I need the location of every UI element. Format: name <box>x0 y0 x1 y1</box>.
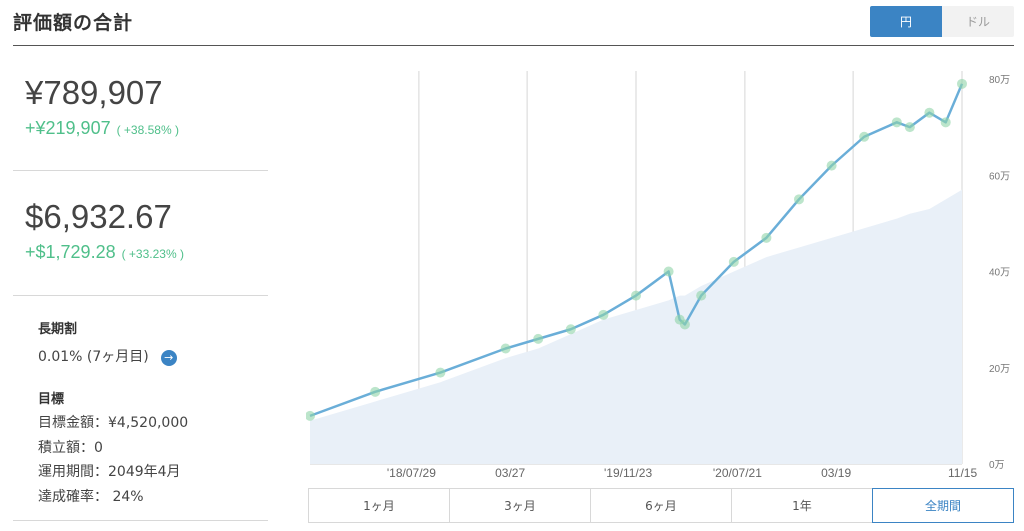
y-tick-label: 80万 <box>989 75 1010 86</box>
x-tick-label: 03/27 <box>495 466 525 480</box>
divider <box>13 520 268 521</box>
usd-total: $6,932.67 <box>25 198 172 235</box>
range-6-months[interactable]: 6ヶ月 <box>591 489 732 522</box>
data-point <box>565 324 576 335</box>
yen-gain-pct: ( +38.58% ) <box>116 123 179 137</box>
usd-gain-pct: ( +33.23% ) <box>121 247 184 261</box>
range-1-year[interactable]: 1年 <box>732 489 873 522</box>
header-divider <box>13 45 1014 46</box>
data-point <box>631 290 641 301</box>
range-1-month[interactable]: 1ヶ月 <box>309 489 450 522</box>
data-point <box>435 367 446 378</box>
data-point <box>957 78 967 89</box>
data-point <box>306 410 315 421</box>
data-point <box>663 266 674 277</box>
x-tick-label: '19/11/23 <box>604 466 652 480</box>
data-point <box>826 160 837 171</box>
data-point <box>794 194 804 205</box>
divider <box>13 170 268 171</box>
data-point <box>696 290 707 301</box>
data-point <box>859 131 870 142</box>
usd-gain: +$1,729.28 ( +33.23% ) <box>25 242 184 263</box>
data-point <box>904 122 915 133</box>
data-point <box>891 117 902 128</box>
currency-dollar-button[interactable]: ドル <box>942 6 1014 37</box>
x-tick-label: 11/15 <box>948 466 977 480</box>
usd-gain-value: +$1,729.28 <box>25 242 116 262</box>
data-point <box>370 386 381 397</box>
invested-area <box>310 189 962 464</box>
data-point <box>761 232 772 243</box>
range-tabs: 1ヶ月 3ヶ月 6ヶ月 1年 全期間 <box>308 488 1014 523</box>
long-term-rate: 0.01% (7ヶ月目) → <box>38 346 177 366</box>
page-title: 評価額の合計 <box>13 12 134 34</box>
y-tick-label: 60万 <box>989 171 1010 182</box>
arrow-right-icon[interactable]: → <box>160 350 177 366</box>
goal-amount: 目標金額：¥4,520,000 <box>38 415 189 431</box>
data-point <box>533 333 544 344</box>
y-tick-label: 40万 <box>989 268 1010 279</box>
data-point <box>598 309 609 320</box>
long-term-heading: 長期割 <box>38 322 78 337</box>
currency-yen-button[interactable]: 円 <box>870 6 942 37</box>
goal-heading: 目標 <box>38 392 65 407</box>
yen-gain-value: +¥219,907 <box>25 118 111 138</box>
divider <box>13 295 268 296</box>
currency-toggle[interactable]: 円 ドル <box>870 6 1014 37</box>
goal-probability: 達成確率： 24% <box>38 489 144 505</box>
data-point <box>940 117 951 128</box>
range-all-time[interactable]: 全期間 <box>872 488 1014 523</box>
valuation-chart: '18/07/29 03/27 '19/11/23 '20/07/21 03/19 11/… <box>306 71 1010 480</box>
x-tick-label: '20/07/21 <box>713 466 762 480</box>
yen-gain: +¥219,907 ( +38.58% ) <box>25 118 179 139</box>
yen-total: ¥789,907 <box>25 74 163 111</box>
goal-saving: 積立額：0 <box>38 440 103 456</box>
y-tick-label: 20万 <box>989 364 1010 375</box>
valuation-line <box>309 83 964 418</box>
x-tick-label: '18/07/29 <box>387 466 436 480</box>
goal-period: 運用期間：2049年4月 <box>38 464 181 480</box>
x-tick-label: 03/19 <box>821 466 851 480</box>
data-point <box>924 107 935 118</box>
data-point <box>500 343 511 354</box>
range-3-months[interactable]: 3ヶ月 <box>450 489 591 522</box>
long-term-rate-text: 0.01% (7ヶ月目) <box>38 349 149 365</box>
data-point <box>679 319 690 330</box>
y-tick-label: 0万 <box>989 460 1005 471</box>
data-point <box>728 256 739 267</box>
